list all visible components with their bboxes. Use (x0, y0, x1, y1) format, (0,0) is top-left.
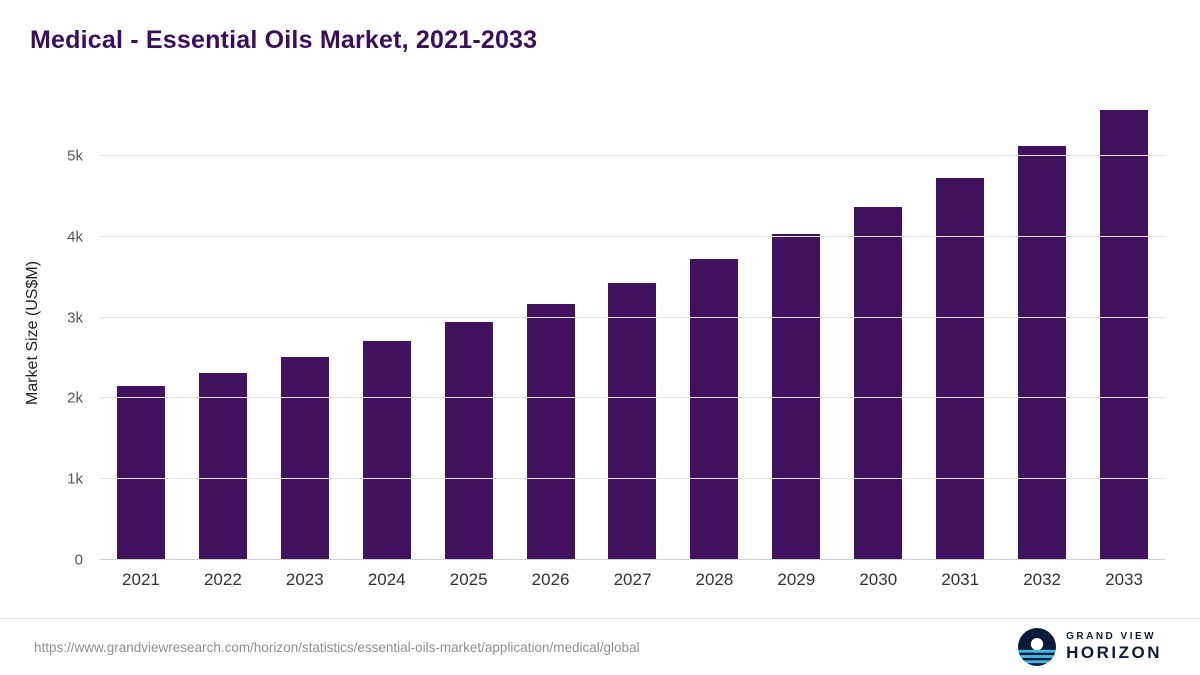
bar-slot-2024 (346, 105, 428, 560)
x-tick-label-2025: 2025 (449, 570, 488, 589)
bar-slot-2031 (919, 105, 1001, 560)
x-tick-label-2028: 2028 (695, 570, 734, 589)
brand-name-top: GRAND VIEW (1066, 631, 1157, 643)
bar-slot-2026 (510, 105, 592, 560)
y-tick-label-4k: 4k (67, 228, 83, 246)
brand-logo: GRAND VIEW HORIZON (1018, 628, 1162, 666)
plot-area (100, 105, 1165, 560)
bar-slot-2025 (428, 105, 510, 560)
x-tick-label-2021: 2021 (122, 570, 160, 589)
gridline-4k (100, 236, 1165, 237)
brand-logo-text: GRAND VIEW HORIZON (1066, 631, 1162, 662)
bar-slot-2033 (1083, 105, 1165, 560)
y-tick-label-1k: 1k (67, 470, 83, 488)
bar-slot-2021 (100, 105, 182, 560)
bar-2025 (444, 322, 493, 560)
x-axis-ticks: 2021 2022 2023 2024 2025 2026 2027 2028 2029 2030… (100, 570, 1165, 590)
footer: https://www.grandviewresearch.com/horizo… (0, 618, 1200, 675)
gridline-2k (100, 397, 1165, 398)
bar-slot-2027 (592, 105, 674, 560)
x-tick-label-2026: 2026 (531, 570, 570, 589)
bar-slot-2029 (755, 105, 837, 560)
bar-slot-2022 (182, 105, 264, 560)
bar-2021 (116, 386, 165, 560)
x-tick-label-2031: 2031 (941, 570, 980, 589)
bars-container (100, 105, 1165, 560)
horizon-sun-icon (1018, 628, 1057, 666)
gridline-0 (100, 559, 1165, 560)
x-tick-label-2022: 2022 (203, 570, 242, 589)
y-tick-label-2k: 2k (67, 389, 83, 407)
bar-slot-2032 (1001, 105, 1083, 560)
gridline-3k (100, 317, 1165, 318)
x-tick-label-2023: 2023 (285, 570, 324, 589)
gridline-5k (100, 155, 1165, 156)
x-tick-label-2030: 2030 (859, 570, 898, 589)
bar-2027 (608, 282, 657, 560)
bar-2024 (362, 341, 411, 560)
bar-2022 (198, 373, 247, 560)
bar-2023 (280, 357, 329, 560)
bar-slot-2023 (264, 105, 346, 560)
x-tick-label-2027: 2027 (613, 570, 652, 589)
gridline-1k (100, 478, 1165, 479)
x-tick-label-2033: 2033 (1105, 570, 1143, 589)
bar-2028 (690, 259, 739, 560)
bar-slot-2030 (837, 105, 919, 560)
y-tick-label-3k: 3k (67, 309, 83, 327)
bar-2030 (854, 206, 903, 560)
x-tick-label-2032: 2032 (1023, 570, 1062, 589)
brand-name-bottom: HORIZON (1066, 642, 1162, 662)
bar-2033 (1100, 109, 1149, 560)
bar-slot-2028 (673, 105, 755, 560)
x-tick-label-2029: 2029 (777, 570, 816, 589)
y-axis-ticks: 0 1k 2k 3k 4k 5k (40, 105, 95, 569)
bar-2032 (1018, 146, 1067, 560)
y-tick-label-5k: 5k (67, 147, 83, 165)
source-url: https://www.grandviewresearch.com/horizo… (34, 639, 640, 655)
bar-2031 (936, 177, 985, 560)
bar-2026 (526, 303, 575, 560)
x-tick-label-2024: 2024 (367, 570, 406, 589)
y-tick-label-0: 0 (74, 551, 83, 569)
chart-title: Medical - Essential Oils Market, 2021-20… (30, 26, 538, 54)
